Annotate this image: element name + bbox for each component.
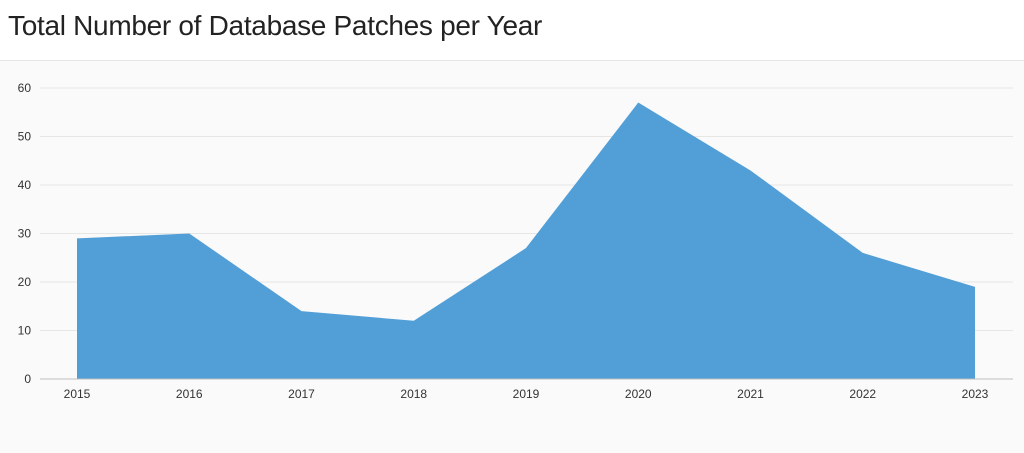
area-series-patches: [77, 102, 975, 380]
x-tick-label-2021: 2021: [737, 387, 764, 401]
y-tick-label-10: 10: [18, 324, 32, 338]
y-tick-label-60: 60: [18, 81, 32, 95]
y-tick-label-20: 20: [18, 275, 32, 289]
x-tick-label-2022: 2022: [849, 387, 876, 401]
chart-title: Total Number of Database Patches per Yea…: [8, 10, 543, 41]
x-tick-label-2015: 2015: [64, 387, 91, 401]
x-tick-label-2023: 2023: [962, 387, 989, 401]
y-tick-label-40: 40: [18, 178, 32, 192]
series-area: [76, 102, 976, 380]
x-tick-label-2020: 2020: [625, 387, 652, 401]
chart-area: 0 10 20 30 40 50 60 2015 2016 2017 2018 2019 2020 20…: [0, 62, 1024, 453]
y-tick-label-30: 30: [18, 227, 32, 241]
y-tick-label-0: 0: [24, 372, 31, 386]
y-axis-tick-labels: 0 10 20 30 40 50 60: [18, 81, 32, 386]
x-tick-label-2016: 2016: [176, 387, 203, 401]
chart-header: Total Number of Database Patches per Yea…: [0, 0, 1024, 61]
y-tick-label-50: 50: [18, 130, 32, 144]
x-axis-tick-labels: 2015 2016 2017 2018 2019 2020 2021 2022 2023: [64, 387, 989, 401]
x-tick-label-2017: 2017: [288, 387, 315, 401]
x-tick-label-2019: 2019: [513, 387, 540, 401]
x-tick-label-2018: 2018: [400, 387, 427, 401]
